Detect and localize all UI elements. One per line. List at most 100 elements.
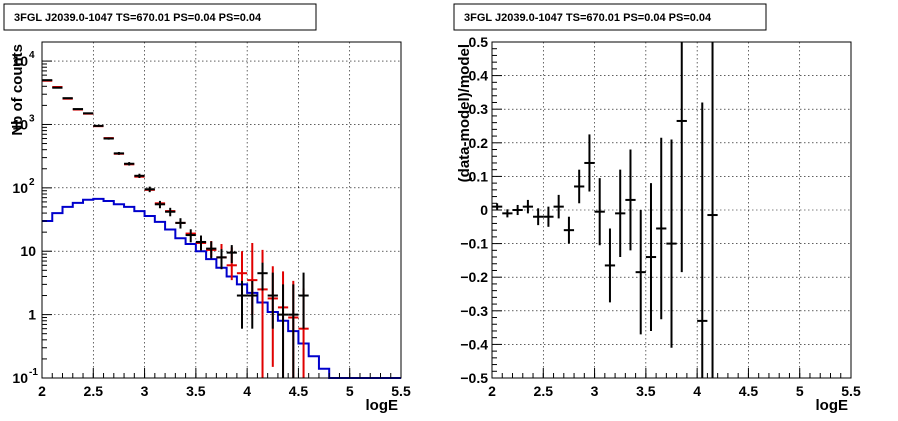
data-point [144,186,155,193]
y-tick-label: 10 [12,53,28,69]
data-point [277,284,289,378]
residual-y-axis-label-visible: (data-model)/model [456,44,473,182]
residual-chart-title-box: 3FGL J2039.0-1047 TS=670.01 PS=0.04 PS=0… [453,3,767,31]
y-tick-label: 0.3 [469,101,489,117]
x-tick-label: 4 [693,383,701,399]
counts-grid [42,42,401,378]
residual-point [645,183,657,331]
residual-point [594,178,605,246]
residual-point [615,169,626,258]
residual-point [584,134,595,192]
residual-chart-title: 3FGL J2039.0-1047 TS=670.01 PS=0.04 PS=0… [464,12,712,24]
x-tick-label: 5.5 [841,383,861,399]
x-tick-label: 4.5 [289,383,309,399]
residual-point [533,208,544,226]
y-tick-label: 1 [28,307,36,323]
residual-point [635,210,646,335]
data-point [52,86,63,89]
data-point [93,124,104,127]
x-tick-label: 3 [141,383,149,399]
residual-axes-ticks: 2 2.5 3 3.5 4 4.5 5 5.5 −0.5 −0.4 −0.3 −0.2 −0.1 0 0.1… [460,34,861,399]
residual-point [522,199,534,214]
y-tick-label: −0.4 [460,336,488,352]
x-tick-label: 5 [346,383,354,399]
residual-point [512,204,523,216]
data-point [236,280,248,329]
y-tick-label: −0.1 [460,236,488,252]
x-tick-label: 4 [243,383,251,399]
x-tick-label: 3.5 [186,383,206,399]
data-point [165,207,176,217]
residual-point [574,169,585,204]
y-tick-label: 0.5 [469,34,489,50]
data-point [226,245,237,264]
residual-point [707,42,718,378]
y-tick-label: 10 [12,370,28,386]
y-tick-exponent: -1 [29,367,38,378]
y-tick-label: 0.2 [469,135,489,151]
data-point [72,108,84,111]
residual-x-axis-label: logE [816,397,849,414]
y-tick-exponent: 2 [29,177,35,188]
counts-x-axis-label: logE [366,397,399,414]
counts-chart-title-box: 3FGL J2039.0-1047 TS=670.01 PS=0.04 PS=0… [3,3,317,31]
residual-point [666,139,677,348]
residual-point [676,42,687,273]
counts-chart-title: 3FGL J2039.0-1047 TS=670.01 PS=0.04 PS=0… [14,12,262,24]
data-point [62,97,73,100]
residual-grid [492,42,851,378]
residual-point [604,228,616,303]
y-tick-label: 0 [480,202,488,218]
counts-y-axis-label: Nb of counts [9,44,26,136]
data-point [154,200,166,209]
data-point [247,280,258,329]
x-tick-label: 4.5 [739,383,759,399]
data-point [185,229,196,243]
data-point [216,249,227,270]
residual-point [697,102,708,378]
residual-point [625,149,636,251]
x-tick-label: 5 [796,383,804,399]
residual-point [563,216,575,244]
data-point [257,262,268,291]
counts-chart: 3FGL J2039.0-1047 TS=670.01 PS=0.04 PS=0… [3,3,411,414]
y-tick-label: 10 [20,243,36,259]
data-point [206,241,217,259]
model-histogram-series [42,197,401,379]
x-tick-label: 2.5 [534,383,554,399]
counts-plot-frame [41,41,402,379]
residual-point [502,209,513,218]
data-point [134,173,145,179]
data-point [195,235,207,251]
data-point [103,137,114,140]
y-tick-label: 10 [12,116,28,132]
residual-points-series [492,42,718,378]
x-tick-label: 2 [488,383,496,399]
residual-point [492,203,503,210]
residual-ylabel-holder: (data-model)/model [456,44,473,182]
y-tick-label: −0.3 [460,303,488,319]
x-tick-label: 2 [38,383,46,399]
data-point [83,112,94,115]
y-tick-label: −0.5 [460,370,488,386]
data-points-series [42,79,309,378]
data-point [124,162,135,166]
residual-point [553,194,564,219]
y-tick-label: 0.1 [469,168,489,184]
data-point [298,272,309,329]
y-tick-exponent: 4 [29,50,35,61]
residual-point [543,206,554,227]
residual-point [656,137,667,320]
data-point [113,151,125,155]
residual-chart: 3FGL J2039.0-1047 TS=670.01 PS=0.04 PS=0… [453,3,861,414]
x-tick-label: 3.5 [636,383,656,399]
data-point [288,284,299,378]
y-tick-label: −0.2 [460,269,488,285]
x-tick-label: 3 [591,383,599,399]
data-point [175,218,186,229]
y-tick-exponent: 3 [29,113,35,124]
y-tick-label: 10 [12,180,28,196]
x-tick-label: 2.5 [84,383,104,399]
model-histogram-line [42,197,401,379]
